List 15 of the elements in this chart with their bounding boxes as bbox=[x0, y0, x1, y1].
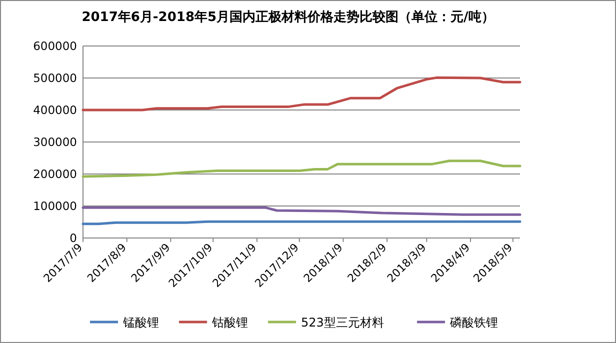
line-series bbox=[82, 160, 522, 178]
line-series bbox=[82, 206, 522, 216]
legend-label: 锰酸锂 bbox=[122, 316, 159, 330]
y-tick-label: 0 bbox=[70, 231, 77, 245]
y-tick-label: 100000 bbox=[33, 199, 77, 213]
legend-label: 523型三元材料 bbox=[301, 316, 384, 330]
y-tick-label: 400000 bbox=[33, 103, 77, 117]
legend-label: 钴酸锂 bbox=[211, 316, 248, 330]
chart-title: 2017年6月-2018年5月国内正极材料价格走势比较图（单位：元/吨） bbox=[82, 9, 494, 25]
line-series bbox=[82, 76, 522, 112]
legend-label: 磷酸铁锂 bbox=[449, 316, 498, 330]
y-tick-label: 200000 bbox=[33, 167, 77, 181]
y-tick-label: 500000 bbox=[33, 71, 77, 85]
y-tick-label: 300000 bbox=[33, 135, 77, 149]
y-tick-label: 600000 bbox=[33, 39, 77, 53]
